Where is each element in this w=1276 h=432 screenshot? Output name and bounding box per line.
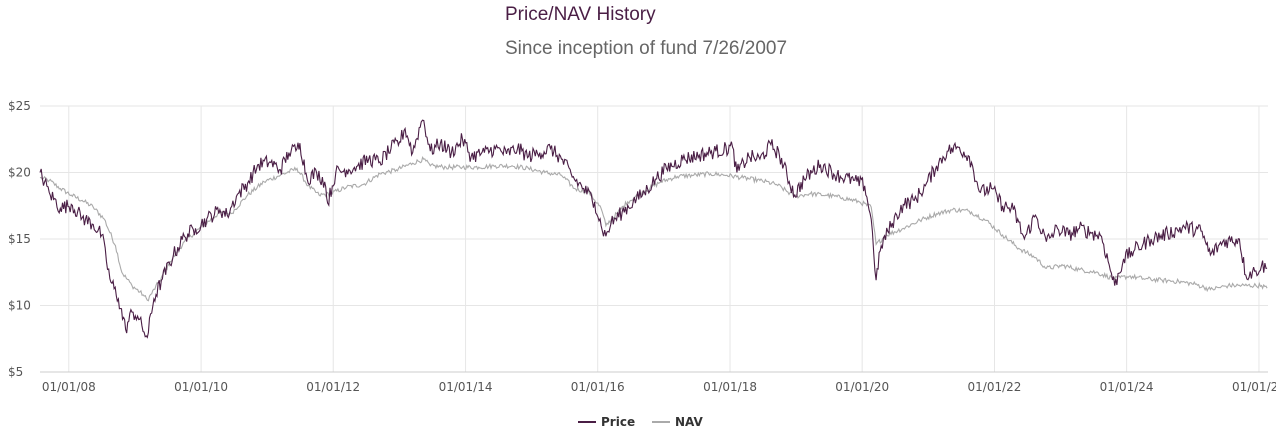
x-tick-label: 01/01/16 <box>571 380 625 394</box>
x-tick-label: 01/01/14 <box>439 380 493 394</box>
legend: Price NAV <box>578 415 704 429</box>
y-tick-label: $25 <box>8 99 31 113</box>
x-axis-labels: 01/01/08 01/01/10 01/01/12 01/01/14 01/01/16… <box>42 380 1276 394</box>
legend-item-nav[interactable]: NAV <box>652 415 704 429</box>
x-tick-label: 01/01/12 <box>306 380 360 394</box>
x-tick-label: 01/01/22 <box>968 380 1022 394</box>
x-tick-label: 01/01/24 <box>1100 380 1154 394</box>
y-tick-label: $20 <box>8 166 31 180</box>
y-tick-label: $5 <box>8 365 23 379</box>
legend-price-label: Price <box>601 415 635 429</box>
y-gridlines <box>40 106 1268 372</box>
x-tick-label: 01/01/26 <box>1232 380 1276 394</box>
x-tick-label: 01/01/20 <box>835 380 889 394</box>
x-tick-label: 01/01/08 <box>42 380 96 394</box>
legend-item-price[interactable]: Price <box>578 415 635 429</box>
legend-nav-label: NAV <box>675 415 704 429</box>
x-tick-label: 01/01/10 <box>174 380 228 394</box>
y-tick-label: $10 <box>8 299 31 313</box>
y-axis-labels: $5 $10 $15 $20 $25 <box>8 99 31 379</box>
price-series-line <box>40 120 1267 337</box>
y-tick-label: $15 <box>8 232 31 246</box>
x-tick-label: 01/01/18 <box>703 380 757 394</box>
